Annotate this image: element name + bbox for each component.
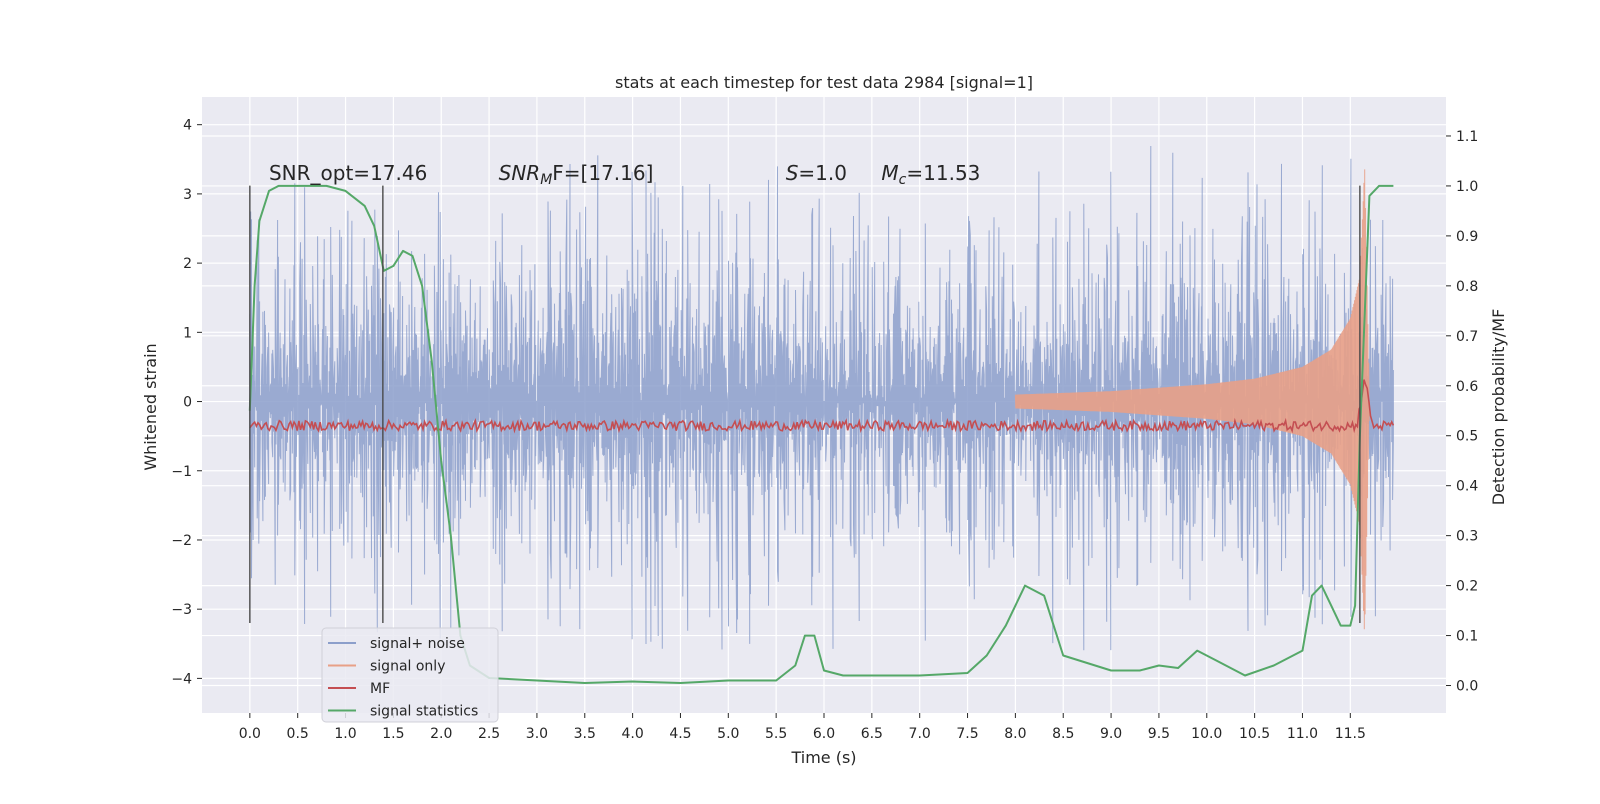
y-tick-label-left: 3: [183, 187, 192, 203]
y-tick-label-right: 0.2: [1456, 579, 1478, 595]
y-tick-label-right: 0.3: [1456, 529, 1478, 545]
legend: signal+ noise signal only MF signal statist…: [321, 627, 499, 723]
x-axis-label: Time (s): [790, 748, 856, 767]
x-tick-label: 10.0: [1191, 726, 1222, 742]
x-tick-label: 9.0: [1100, 726, 1122, 742]
data-layer: [248, 145, 1395, 684]
y-tick-label-left: 2: [183, 256, 192, 272]
y-axis-label-right: Detection probability/MF: [1489, 309, 1508, 506]
y-tick-label-right: 0.0: [1456, 679, 1478, 695]
y-tick-label-right: 0.9: [1456, 229, 1478, 245]
annotation-mc: Mc=11.53: [881, 161, 980, 188]
x-tick-label: 0.5: [287, 726, 309, 742]
x-tick-label: 6.5: [861, 726, 883, 742]
x-tick-label: 3.0: [526, 726, 548, 742]
y-tick-label-left: 0: [183, 395, 192, 411]
x-tick-label: 6.0: [813, 726, 835, 742]
legend-label: MF: [370, 681, 390, 697]
y-tick-label-right: 1.1: [1456, 129, 1478, 145]
x-tick-label: 2.0: [430, 726, 452, 742]
x-tick-label: 8.0: [1004, 726, 1026, 742]
annotation-snr-opt: SNR_opt=17.46: [269, 161, 427, 185]
chart-title: stats at each timestep for test data 298…: [615, 73, 1033, 92]
y-tick-label-right: 0.4: [1456, 479, 1478, 495]
y-tick-label-right: 1.0: [1456, 179, 1478, 195]
signal-plus-noise-line: [249, 145, 1394, 651]
x-tick-label: 7.5: [956, 726, 978, 742]
x-tick-label: 8.5: [1052, 726, 1074, 742]
y-tick-label-right: 0.8: [1456, 279, 1478, 295]
x-tick-label: 3.5: [574, 726, 596, 742]
signal-only-line: [1014, 169, 1370, 630]
legend-label: signal+ noise: [370, 636, 465, 652]
y-tick-label-right: 0.7: [1456, 329, 1478, 345]
y-tick-label-left: 4: [183, 118, 192, 134]
legend-box: [321, 627, 499, 723]
x-tick-label: 7.0: [909, 726, 931, 742]
annotation-snr-mf: SNRMF=[17.16]: [499, 161, 654, 188]
y-tick-label-right: 0.1: [1456, 629, 1478, 645]
x-tick-label: 1.0: [334, 726, 356, 742]
x-tick-label: 0.0: [239, 726, 261, 742]
y-tick-label-left: −2: [171, 533, 192, 549]
x-tick-label: 11.0: [1287, 726, 1318, 742]
x-tick-label: 4.5: [669, 726, 691, 742]
annotation-s: S=1.0: [786, 161, 847, 185]
y-tick-label-left: −3: [171, 602, 192, 618]
signal-statistics-line: [248, 184, 1394, 684]
x-tick-label: 1.5: [382, 726, 404, 742]
legend-label: signal only: [370, 659, 445, 675]
x-tick-label: 4.0: [621, 726, 643, 742]
x-tick-label: 5.5: [765, 726, 787, 742]
y-tick-label-left: −1: [171, 464, 192, 480]
x-tick-label: 10.5: [1239, 726, 1270, 742]
x-tick-label: 5.0: [717, 726, 739, 742]
mf-line: [249, 379, 1395, 434]
y-tick-label-right: 0.6: [1456, 379, 1478, 395]
tick-labels: 0.0 0.5 1.0 1.5 2.0 2.5 3.0 3.5 4.0 4.5 5.0 5.5 6.0 6…: [171, 118, 1478, 742]
y-tick-label-left: −4: [171, 671, 192, 687]
x-tick-label: 2.5: [478, 726, 500, 742]
y-tick-label-left: 1: [183, 325, 192, 341]
y-tick-label-right: 0.5: [1456, 429, 1478, 445]
y-axis-label-left: Whitened strain: [141, 343, 160, 470]
annotations: SNR_opt=17.46 SNRMF=[17.16] S=1.0 Mc=11.53: [269, 161, 980, 188]
x-tick-label: 11.5: [1335, 726, 1366, 742]
legend-label: signal statistics: [370, 704, 478, 720]
x-tick-label: 9.5: [1148, 726, 1170, 742]
